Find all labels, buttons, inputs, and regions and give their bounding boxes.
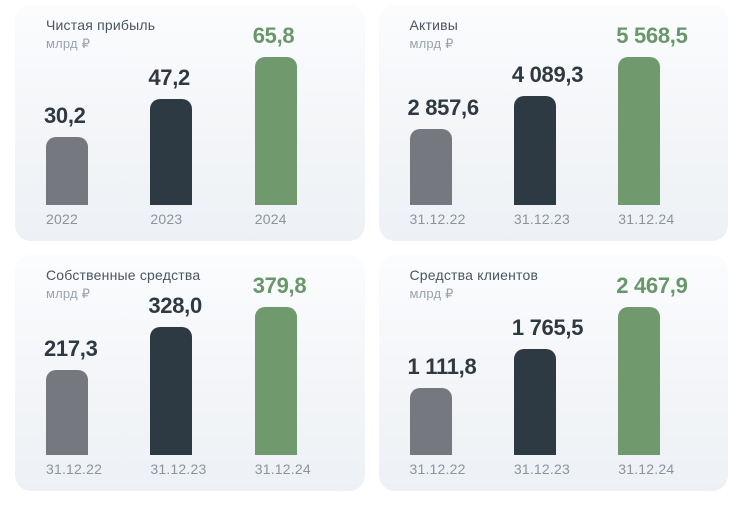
chart-header: Средства клиентов млрд ₽ [410,267,539,302]
bar-period-3 [618,307,661,455]
bar-group-period-3: 2 467,9 31.12.24 [616,273,712,477]
bar-group-period-2: 328,0 31.12.23 [148,293,244,477]
chart-unit-label: млрд ₽ [409,286,454,301]
bar-value-label: 47,2 [148,65,190,90]
bar-period-1 [409,388,452,455]
bar-period-1 [409,129,452,205]
bar-value-label: 65,8 [252,23,295,48]
chart-unit-label: млрд ₽ [409,36,454,51]
x-axis-label: 31.12.23 [513,211,570,227]
bar-period-3 [254,307,297,455]
chart-title: Средства клиентов [409,267,539,283]
bar-group-period-1: 217,3 31.12.22 [44,336,140,477]
chart-card-net-profit: Чистая прибыль млрд ₽ 30,2 2022 47,2 202… [15,5,365,241]
bar-value-label: 1 765,5 [511,315,584,340]
chart-header: Собственные средства млрд ₽ [46,267,200,302]
bar-period-1 [46,370,88,455]
bar-value-label: 379,8 [252,273,307,298]
x-axis-label: 31.12.24 [254,461,311,477]
bar-value-label: 5 568,5 [616,23,688,48]
bar-group-period-3: 5 568,5 31.12.24 [616,23,712,227]
bar-group-period-3: 65,8 2024 [252,23,349,227]
dashboard-grid: Чистая прибыль млрд ₽ 30,2 2022 47,2 202… [15,5,728,491]
x-axis-label: 2023 [150,211,183,227]
bar-chart-client-funds: 1 111,8 31.12.22 1 765,5 31.12.23 2 467,… [407,261,713,477]
chart-card-client-funds: Средства клиентов млрд ₽ 1 111,8 31.12.2… [378,255,728,491]
x-axis-label: 31.12.24 [618,461,675,477]
bar-value-label: 2 467,9 [616,273,688,298]
bar-group-period-2: 1 765,5 31.12.23 [511,315,608,477]
chart-card-assets: Активы млрд ₽ 2 857,6 31.12.22 4 089,3 3… [378,5,728,241]
chart-card-equity: Собственные средства млрд ₽ 217,3 31.12.… [15,255,365,491]
bar-group-period-2: 4 089,3 31.12.23 [511,62,608,227]
bar-value-label: 30,2 [44,103,86,128]
chart-title: Чистая прибыль [46,17,156,33]
bar-chart-assets: 2 857,6 31.12.22 4 089,3 31.12.23 5 568,… [407,11,713,227]
bar-group-period-3: 379,8 31.12.24 [252,273,349,477]
bar-group-period-2: 47,2 2023 [148,65,244,227]
bar-value-label: 2 857,6 [407,95,480,120]
x-axis-label: 31.12.23 [513,461,570,477]
bar-period-2 [513,96,556,205]
bar-chart-equity: 217,3 31.12.22 328,0 31.12.23 379,8 31.1… [44,261,349,477]
bar-period-2 [150,99,193,205]
x-axis-label: 31.12.22 [46,461,103,477]
bar-value-label: 4 089,3 [511,62,584,87]
x-axis-label: 2024 [254,211,287,227]
chart-unit-label: млрд ₽ [46,286,91,301]
bar-chart-net-profit: 30,2 2022 47,2 2023 65,8 2024 [44,11,349,227]
bar-period-3 [254,57,297,205]
bar-value-label: 1 111,8 [407,354,477,379]
bar-period-1 [46,137,88,205]
bar-group-period-1: 1 111,8 31.12.22 [407,354,504,477]
chart-unit-label: млрд ₽ [46,36,91,51]
bar-period-3 [618,57,661,205]
chart-title: Собственные средства [46,267,201,283]
chart-header: Активы млрд ₽ [410,17,459,52]
bar-value-label: 217,3 [44,336,98,361]
chart-title: Активы [409,17,459,33]
x-axis-label: 31.12.24 [618,211,675,227]
chart-header: Чистая прибыль млрд ₽ [46,17,155,52]
x-axis-label: 31.12.23 [150,461,207,477]
bar-group-period-1: 2 857,6 31.12.22 [407,95,504,227]
x-axis-label: 2022 [46,211,78,227]
x-axis-label: 31.12.22 [409,461,466,477]
x-axis-label: 31.12.22 [409,211,466,227]
bar-value-label: 328,0 [148,293,202,318]
bar-group-period-1: 30,2 2022 [44,103,140,227]
bar-period-2 [513,349,556,455]
bar-period-2 [150,327,193,455]
